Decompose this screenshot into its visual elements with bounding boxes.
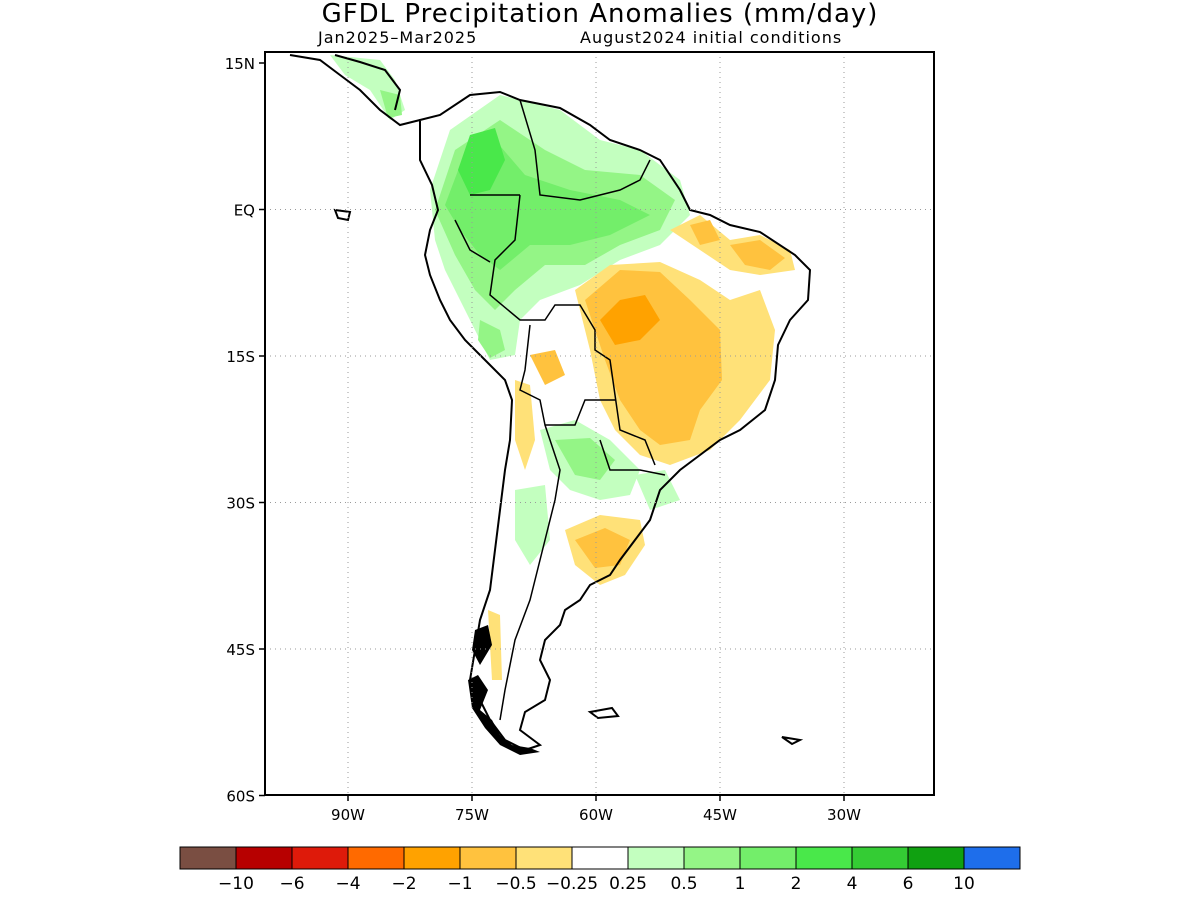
map-frame (264, 51, 935, 796)
colorbar-label: −10 (218, 874, 254, 894)
longitude-labels: 90W 75W 60W 45W 30W (331, 795, 861, 824)
colorbar-swatch (235, 846, 293, 870)
colorbar-swatch (907, 846, 965, 870)
colorbar-swatch (459, 846, 517, 870)
colorbar-swatch (851, 846, 909, 870)
colorbar-swatch (739, 846, 797, 870)
lat-tick-label: 15S (226, 348, 255, 366)
chiloe-archipelago (472, 625, 492, 665)
anomaly-patagonia-dry (488, 610, 502, 680)
anomaly-northeast-core-dry (730, 240, 785, 270)
colorbar-label: −1 (447, 874, 472, 894)
lat-tick-label: 30S (226, 495, 255, 513)
colorbar-label: −6 (279, 874, 304, 894)
anomaly-chaco-wet (555, 438, 615, 480)
anomaly-bolivia-dry (530, 350, 565, 385)
anomaly-northeast-coast-dry (690, 220, 720, 245)
anomaly-argentina-dry (575, 528, 630, 568)
colorbar-swatch (291, 846, 349, 870)
lon-tick-label: 45W (703, 806, 737, 824)
anomaly-colombia-wet (458, 128, 505, 195)
country-borders (454, 99, 666, 721)
anomaly-panama-wet (380, 90, 402, 118)
anomaly-central-brazil-core-dry (600, 295, 660, 345)
latitude-labels: 15N EQ 15S 30S 45S 60S (225, 55, 265, 806)
forecast-period: Jan2025–Mar2025 (318, 28, 478, 47)
anomaly-chile-coast-dry (515, 380, 535, 470)
colorbar-label: 0.5 (670, 874, 697, 894)
lon-tick-label: 75W (455, 806, 489, 824)
colorbar (179, 846, 1021, 870)
galapagos (333, 208, 352, 222)
colorbar-swatch (795, 846, 853, 870)
colorbar-swatch (347, 846, 405, 870)
lat-tick-label: 45S (226, 641, 255, 659)
colorbar-label: 2 (791, 874, 802, 894)
colorbar-swatch (515, 846, 573, 870)
lon-tick-label: 90W (331, 806, 365, 824)
colorbar-label: −0.5 (495, 874, 536, 894)
south-georgia (781, 736, 804, 746)
central-america-coastline (289, 54, 421, 127)
lat-tick-label: EQ (234, 202, 255, 220)
colorbar-swatch (179, 846, 237, 870)
anomaly-shading (330, 55, 795, 680)
lon-tick-label: 60W (579, 806, 613, 824)
colorbar-labels: −10 −6 −4 −2 −1 −0.5 −0.25 0.25 0.5 1 2 4 6 10 (218, 874, 975, 894)
lat-tick-label: 60S (226, 788, 255, 806)
falkland-islands (587, 706, 620, 720)
colorbar-label: −0.25 (546, 874, 598, 894)
coastlines (289, 54, 812, 752)
colorbar-swatch (963, 846, 1021, 870)
map-title: GFDL Precipitation Anomalies (mm/day) (321, 0, 879, 29)
colorbar-swatch (683, 846, 741, 870)
colorbar-swatch (403, 846, 461, 870)
colorbar-swatch (627, 846, 685, 870)
initial-conditions: August2024 initial conditions (580, 28, 843, 47)
lat-tick-label: 15N (225, 55, 255, 73)
colorbar-label: −4 (335, 874, 360, 894)
colorbar-label: 1 (735, 874, 746, 894)
colorbar-label: −2 (391, 874, 416, 894)
anomaly-central-argentina-wet (515, 485, 550, 565)
colorbar-label: 0.25 (609, 874, 647, 894)
anomaly-peru-wet (478, 320, 505, 358)
colorbar-label: 6 (903, 874, 914, 894)
colorbar-label: 4 (847, 874, 858, 894)
chile-fjords (468, 675, 540, 755)
colorbar-label: 10 (953, 874, 975, 894)
lon-tick-label: 30W (827, 806, 861, 824)
colorbar-swatch (571, 846, 629, 870)
